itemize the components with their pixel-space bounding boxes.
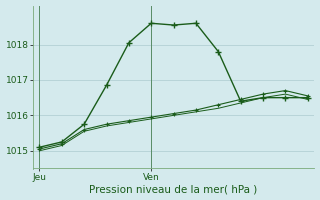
- X-axis label: Pression niveau de la mer( hPa ): Pression niveau de la mer( hPa ): [90, 184, 258, 194]
